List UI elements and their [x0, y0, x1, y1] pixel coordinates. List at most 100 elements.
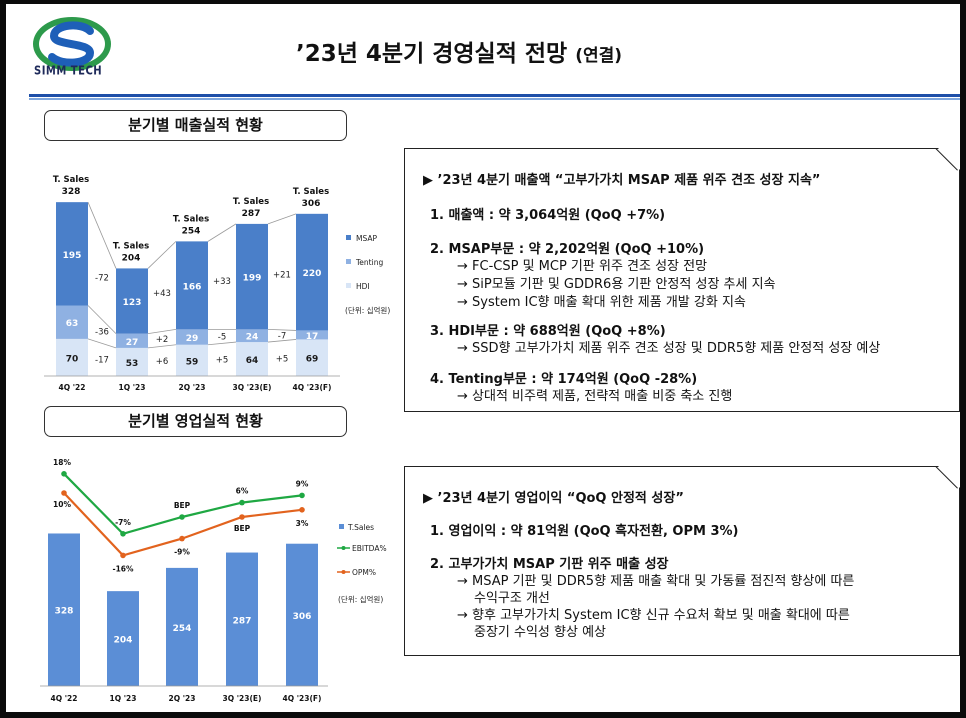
bar-value-label: 287 [233, 616, 252, 626]
legend-swatch [346, 235, 351, 240]
bar-hdi [56, 338, 88, 376]
bar-value-label: 328 [55, 607, 74, 617]
unit-note: (단위: 십억원) [345, 305, 390, 315]
bar-value-label: 166 [183, 282, 202, 292]
connector-line [87, 305, 117, 334]
connector-line [207, 223, 237, 242]
change-label: +2 [156, 335, 169, 345]
op-section-title: 분기별 영업실적 현황 [44, 406, 347, 437]
total-sales-caption: T. Sales [173, 214, 209, 224]
legend-label: OPM% [352, 568, 376, 577]
x-tick-label: 3Q '23(E) [233, 383, 272, 392]
legend-label: EBITDA% [352, 544, 387, 553]
opm-data-label: 10% [53, 500, 71, 509]
bar-tsales [166, 567, 198, 686]
bar-tsales [286, 543, 318, 686]
op-item-2-sub-3: → 향후 고부가가치 System IC향 신규 수요처 확보 및 매출 확대에… [457, 608, 850, 623]
bar-value-label: 24 [246, 333, 259, 343]
connector-line [147, 241, 177, 269]
change-label: +33 [213, 277, 231, 287]
total-sales-value: 328 [62, 187, 81, 197]
connector-line [207, 341, 237, 346]
ebitda-data-label: 9% [296, 479, 309, 488]
opm-data-label: -9% [174, 548, 190, 557]
opm-point [179, 535, 185, 542]
opm-point [120, 552, 126, 559]
connector-line [87, 202, 117, 269]
op-item-2-sub-2: 수익구조 개선 [474, 591, 550, 606]
change-label: +5 [276, 354, 289, 364]
sales-stacked-bar-chart: 70 63 195 T. Sales 328 4Q '22 53 27 123 T. Sales 2… [44, 175, 390, 392]
change-label: +43 [153, 289, 171, 299]
connector-line [147, 328, 177, 334]
x-tick-label: 2Q '23 [179, 383, 206, 392]
total-sales-value: 204 [122, 253, 141, 263]
ebitda-data-label: 18% [53, 458, 71, 467]
sales-outlook-heading: ▶ ’23년 4분기 매출액 “고부가가치 MSAP 제품 위주 견조 성장 지… [423, 173, 821, 188]
bar-msap [236, 223, 268, 330]
bar-tenting [296, 330, 328, 340]
page-title-suffix: (연결) [575, 46, 623, 66]
bar-tenting [116, 333, 148, 348]
op-item-2-sub-4: 중장기 수익성 향상 예상 [474, 625, 606, 640]
sales-outlook-panel: ▶ ’23년 4분기 매출액 “고부가가치 MSAP 제품 위주 견조 성장 지… [404, 148, 960, 412]
page-title-main: ’23년 4분기 경영실적 전망 [296, 41, 568, 67]
sales-item-2-sub-2: → SiP모듈 기판 및 GDDR6용 기판 안정적 성장 추세 지속 [457, 277, 776, 292]
connector-line [267, 339, 297, 343]
opm-point [61, 490, 67, 496]
op-item-2: 2. 고부가가치 MSAP 기판 위주 매출 성장 [430, 557, 669, 572]
bar-value-label: 59 [186, 357, 199, 367]
bar-value-label: 199 [243, 274, 262, 284]
opm-data-label: -16% [112, 564, 134, 573]
opm-data-label: 3% [296, 519, 309, 528]
bar-tsales [226, 552, 258, 686]
legend-swatch [346, 259, 351, 264]
sales-item-4: 4. Tenting부문 : 약 174억원 (QoQ -28%) [430, 372, 698, 387]
sales-item-3-sub-1: → SSD향 고부가가치 제품 위주 견조 성장 및 DDR5향 제품 안정적 … [457, 341, 881, 356]
unit-note: (단위: 십억원) [338, 594, 383, 604]
bar-tenting [236, 329, 268, 343]
legend-label: Tenting [355, 258, 383, 267]
x-tick-label: 3Q '23(E) [223, 694, 262, 703]
bar-value-label: 63 [66, 319, 79, 329]
bar-msap [56, 202, 88, 306]
bar-hdi [116, 347, 148, 376]
bar-value-label: 220 [303, 269, 322, 279]
change-label: -17 [95, 356, 109, 366]
op-outlook-panel: ▶ ’23년 4분기 영업이익 “QoQ 안정적 성장” 1. 영업이익 : 약… [404, 466, 960, 656]
opm-point [299, 507, 305, 513]
connector-line [267, 328, 297, 331]
x-tick-label: 4Q '22 [51, 694, 78, 703]
x-tick-label: 2Q '23 [169, 694, 196, 703]
bar-hdi [176, 344, 208, 376]
bar-value-label: 123 [123, 298, 142, 308]
x-tick-label: 1Q '23 [110, 694, 137, 703]
sales-item-3: 3. HDI부문 : 약 688억원 (QoQ +8%) [430, 324, 666, 339]
legend-swatch [339, 524, 344, 529]
change-label: -36 [95, 327, 109, 337]
operating-combo-chart: 328 4Q '22 204 1Q '23 254 2Q '23 287 3Q '23(E) 3… [40, 458, 387, 703]
bar-msap [176, 241, 208, 330]
bar-value-label: 17 [306, 332, 319, 342]
change-label: +6 [156, 357, 169, 367]
bar-value-label: 195 [63, 251, 82, 261]
total-sales-caption: T. Sales [293, 187, 329, 197]
bar-value-label: 254 [173, 624, 192, 634]
op-item-1: 1. 영업이익 : 약 81억원 (QoQ 흑자전환, OPM 3%) [430, 524, 739, 539]
bar-value-label: 27 [126, 338, 139, 348]
bar-value-label: 70 [66, 354, 79, 364]
logo-text: SIMM TECH [34, 64, 103, 79]
bar-hdi [236, 342, 268, 376]
connector-line [267, 213, 297, 225]
x-tick-label: 1Q '23 [119, 383, 146, 392]
ebitda-point [299, 492, 305, 499]
header-rule [29, 94, 960, 100]
op-outlook-heading: ▶ ’23년 4분기 영업이익 “QoQ 안정적 성장” [423, 491, 684, 506]
x-tick-label: 4Q '23(F) [283, 694, 322, 703]
bar-tsales [107, 591, 139, 686]
sales-section-title: 분기별 매출실적 현황 [44, 110, 347, 141]
ebitda-data-label: BEP [174, 501, 191, 510]
sales-item-2-sub-1: → FC-CSP 및 MCP 기판 위주 견조 성장 전망 [457, 259, 708, 274]
op-item-2-sub-1: → MSAP 기판 및 DDR5향 제품 매출 확대 및 가동률 점진적 향상에… [457, 574, 855, 589]
bar-value-label: 53 [126, 359, 139, 369]
